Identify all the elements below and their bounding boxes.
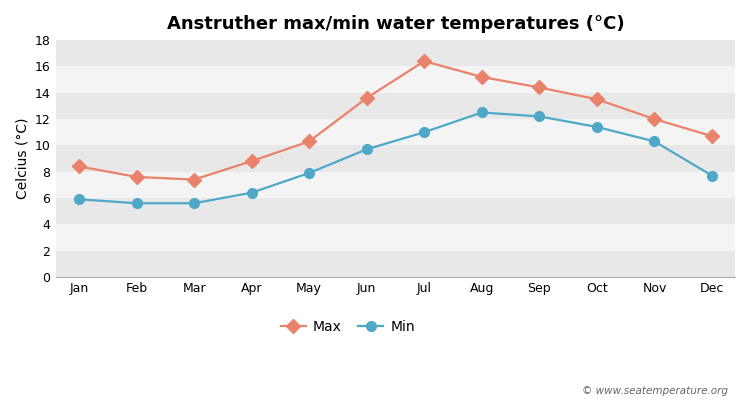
Min xyxy=(362,147,371,152)
Max xyxy=(707,134,716,138)
Min xyxy=(477,110,486,115)
Min xyxy=(132,201,141,206)
Min xyxy=(74,197,83,202)
Max xyxy=(304,139,313,144)
Bar xyxy=(56,224,735,250)
Bar xyxy=(56,250,735,277)
Max xyxy=(190,177,199,182)
Min xyxy=(304,170,313,175)
Max xyxy=(74,164,83,169)
Max xyxy=(420,59,429,64)
Max xyxy=(535,85,544,90)
Y-axis label: Celcius (°C): Celcius (°C) xyxy=(15,118,29,199)
Bar xyxy=(56,66,735,93)
Title: Anstruther max/min water temperatures (°C): Anstruther max/min water temperatures (°… xyxy=(166,15,624,33)
Min xyxy=(707,173,716,178)
Line: Min: Min xyxy=(74,108,717,208)
Min xyxy=(592,124,602,129)
Max xyxy=(362,96,371,100)
Text: © www.seatemperature.org: © www.seatemperature.org xyxy=(581,386,728,396)
Min xyxy=(650,139,659,144)
Bar xyxy=(56,198,735,224)
Bar xyxy=(56,145,735,172)
Bar xyxy=(56,172,735,198)
Line: Max: Max xyxy=(74,56,717,184)
Bar xyxy=(56,40,735,66)
Min xyxy=(190,201,199,206)
Min xyxy=(248,190,256,195)
Min xyxy=(420,130,429,134)
Max xyxy=(650,117,659,122)
Legend: Max, Min: Max, Min xyxy=(275,315,421,340)
Bar xyxy=(56,93,735,119)
Max xyxy=(248,159,256,164)
Min xyxy=(535,114,544,119)
Max xyxy=(477,74,486,79)
Max xyxy=(592,97,602,102)
Max xyxy=(132,174,141,179)
Bar xyxy=(56,119,735,145)
